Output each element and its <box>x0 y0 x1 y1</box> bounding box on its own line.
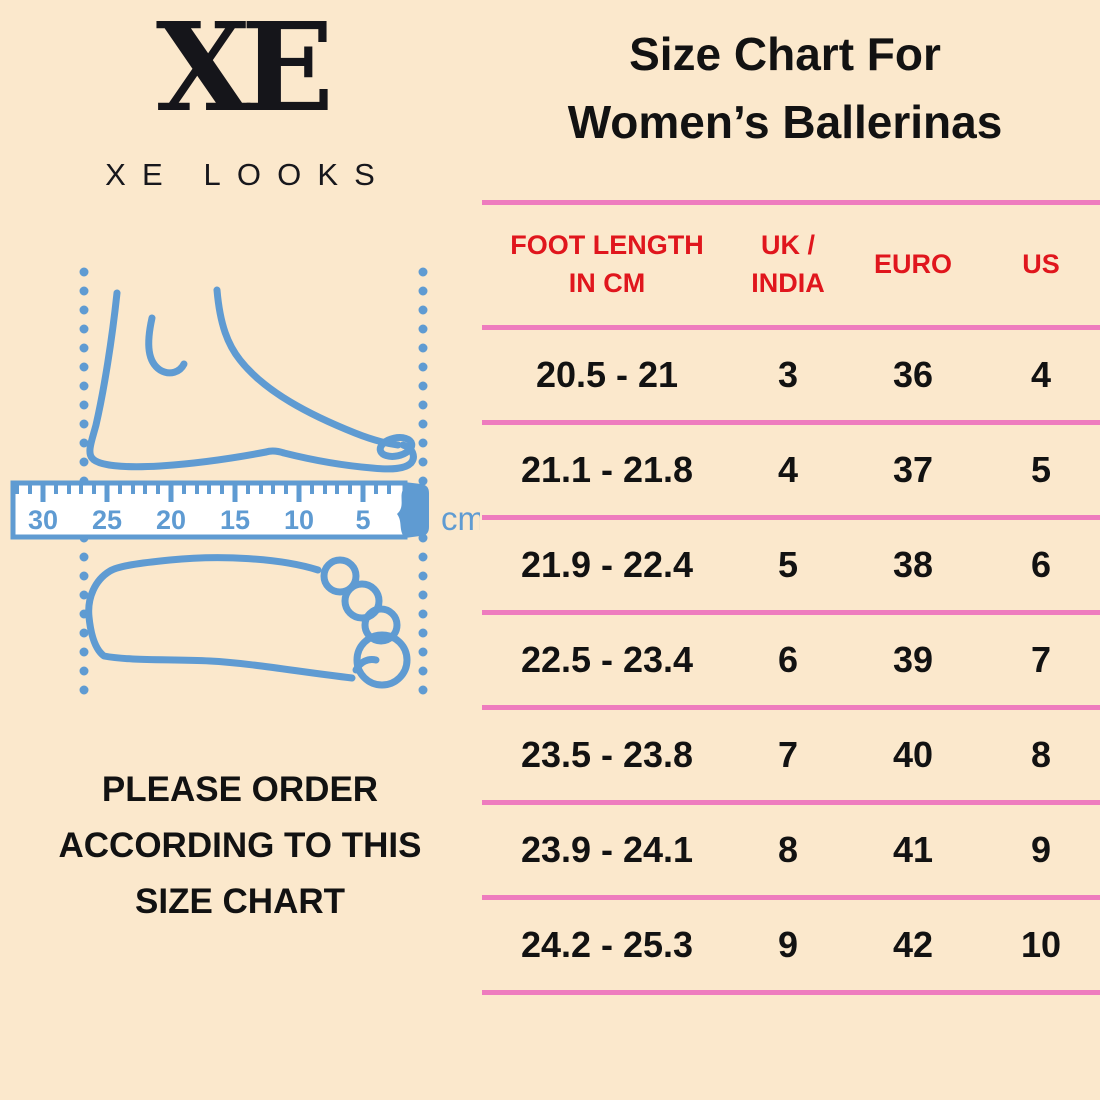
cell-euro: 42 <box>892 924 934 965</box>
cell-us: 9 <box>1030 829 1052 870</box>
ruler-numbers: 30 25 20 15 10 5 <box>28 505 371 535</box>
cell-foot-length: 23.5 - 23.8 <box>520 734 694 775</box>
page-title-line2: Women’s Ballerinas <box>567 96 1003 148</box>
header-uk-india: UK / INDIA <box>751 230 825 298</box>
cell-foot-length: 21.1 - 21.8 <box>520 449 694 490</box>
table-row: 23.9 - 24.1 8 41 9 <box>482 805 1100 900</box>
order-note: PLEASE ORDER ACCORDING TO THIS SIZE CHAR… <box>10 762 470 930</box>
page-title: Size Chart For Women’s Ballerinas <box>455 20 1100 156</box>
order-note-line1: PLEASE ORDER <box>101 770 379 809</box>
side-foot-toenail <box>376 434 416 460</box>
cell-uk-india: 6 <box>777 639 799 680</box>
ruler-major-ticks <box>40 485 366 502</box>
side-foot-back-outline <box>86 289 417 473</box>
table-header-row: FOOT LENGTH IN CM UK / INDIA EURO US <box>482 205 1100 330</box>
cell-foot-length: 23.9 - 24.1 <box>520 829 694 870</box>
sole-big-toe-inner-curve <box>352 656 380 674</box>
cell-uk-india: 3 <box>777 354 799 395</box>
ruler-label-25: 25 <box>92 505 122 535</box>
cell-uk-india: 9 <box>777 924 799 965</box>
ruler-label-15: 15 <box>220 505 250 535</box>
foot-measure-illustration: 30 25 20 15 10 5 cm <box>10 267 480 700</box>
cell-euro: 40 <box>892 734 934 775</box>
cell-us: 10 <box>1020 924 1062 965</box>
sole-toe-4 <box>320 556 360 596</box>
header-euro: EURO <box>873 249 952 280</box>
ruler-label-5: 5 <box>355 505 370 535</box>
ruler-label-10: 10 <box>284 505 314 535</box>
order-note-line3: SIZE CHART <box>135 882 345 921</box>
cell-foot-length: 22.5 - 23.4 <box>520 639 694 680</box>
sole-big-toe <box>353 631 411 689</box>
cell-us: 4 <box>1030 354 1052 395</box>
cell-euro: 41 <box>892 829 934 870</box>
cell-foot-length: 24.2 - 25.3 <box>520 924 694 965</box>
sole-foot-illustration <box>85 554 411 689</box>
sole-toe-3 <box>341 580 383 622</box>
cell-euro: 39 <box>892 639 934 680</box>
side-foot-ankle-curve <box>145 314 188 377</box>
table-row: 20.5 - 21 3 36 4 <box>482 330 1100 425</box>
cell-foot-length: 20.5 - 21 <box>535 354 679 395</box>
ruler-label-30: 30 <box>28 505 58 535</box>
cell-euro: 36 <box>892 354 934 395</box>
cell-uk-india: 5 <box>777 544 799 585</box>
header-foot-length: FOOT LENGTH IN CM <box>510 230 704 298</box>
sole-outline <box>85 554 356 682</box>
cell-euro: 37 <box>892 449 934 490</box>
order-note-line2: ACCORDING TO THIS <box>58 826 422 865</box>
table-row: 23.5 - 23.8 7 40 8 <box>482 710 1100 805</box>
ruler-end-pointer <box>397 482 429 538</box>
table-row: 24.2 - 25.3 9 42 10 <box>482 900 1100 995</box>
cell-uk-india: 4 <box>777 449 799 490</box>
side-foot-illustration <box>86 286 417 473</box>
cell-us: 8 <box>1030 734 1052 775</box>
ruler-illustration: 30 25 20 15 10 5 cm <box>10 480 480 540</box>
ruler-minor-ticks <box>15 485 391 494</box>
ruler-unit-label: cm <box>441 500 480 537</box>
cell-uk-india: 8 <box>777 829 799 870</box>
header-us: US <box>1022 249 1060 280</box>
side-foot-front-outline <box>213 286 402 449</box>
brand-wordmark: XE LOOKS <box>105 157 391 192</box>
cell-us: 6 <box>1030 544 1052 585</box>
table-row: 21.1 - 21.8 4 37 5 <box>482 425 1100 520</box>
cell-us: 7 <box>1030 639 1052 680</box>
table-row: 22.5 - 23.4 6 39 7 <box>482 615 1100 710</box>
brand-logo: XE <box>155 0 334 139</box>
page-title-line1: Size Chart For <box>629 28 941 80</box>
table-row: 21.9 - 22.4 5 38 6 <box>482 520 1100 615</box>
ruler-label-20: 20 <box>156 505 186 535</box>
sole-toe-2 <box>361 605 401 645</box>
size-chart-table: FOOT LENGTH IN CM UK / INDIA EURO US 20.… <box>482 200 1100 995</box>
cell-euro: 38 <box>892 544 934 585</box>
cell-foot-length: 21.9 - 22.4 <box>520 544 694 585</box>
cell-uk-india: 7 <box>777 734 799 775</box>
cell-us: 5 <box>1030 449 1052 490</box>
